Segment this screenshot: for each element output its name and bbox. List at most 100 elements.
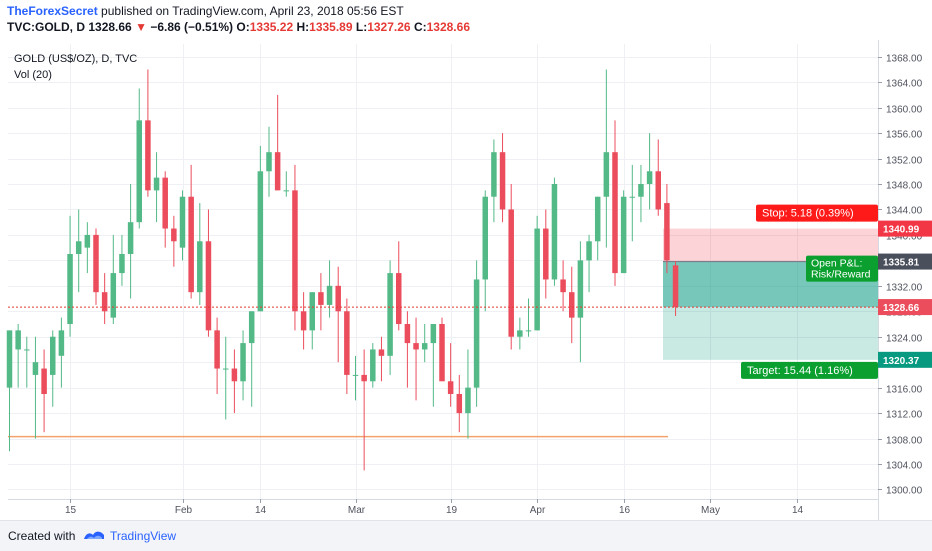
price-axis[interactable]: 1300.00 1304.00 1308.00 1312.00 1316.00 1320.… [878, 54, 923, 497]
legend-volume: Vol (20) [14, 69, 52, 81]
candle-body-down [404, 324, 411, 344]
candle-body-up [179, 196, 186, 248]
last-price: 1328.66 [88, 20, 132, 34]
legend-title: GOLD (US$/OZ), D, TVC [14, 53, 138, 65]
candles [6, 69, 679, 471]
candle-body-up [283, 190, 290, 192]
candle-body-down [664, 203, 670, 261]
candle-body-up [24, 349, 30, 351]
candle-body-up [551, 184, 558, 280]
target-zone[interactable] [663, 307, 878, 360]
candle-body-up [50, 336, 56, 375]
price-tick-label: 1340.00 [886, 232, 923, 243]
time-tick-label: 16 [619, 505, 631, 516]
chart-panel[interactable]: 1300.00 1304.00 1308.00 1312.00 1316.00 1320.… [0, 40, 932, 520]
price-tick-label: 1356.00 [886, 130, 923, 141]
open-value: 1335.22 [249, 20, 294, 34]
candle-body-down [344, 311, 350, 375]
published-text: published on TradingView.com, April 23, … [101, 4, 404, 18]
candle-body-down [378, 349, 385, 356]
price-tick-label: 1308.00 [886, 436, 923, 447]
candle-body-up [473, 279, 480, 388]
chart-header: TheForexSecret published on TradingView.… [0, 0, 932, 40]
position-tool[interactable] [663, 228, 878, 360]
tradingview-logo-icon[interactable] [82, 527, 106, 548]
candle-body-down [231, 368, 238, 382]
candle-body-up [491, 152, 497, 197]
price-tick-label: 1304.00 [886, 461, 923, 472]
candle-body-up [223, 368, 229, 370]
symbol-label: TVC:GOLD, D [7, 20, 85, 34]
pnl-label-bg [806, 255, 878, 282]
candle-body-up [6, 330, 13, 388]
candle-body-up [84, 234, 91, 248]
entry-price-tag-bg [878, 253, 932, 270]
stop-price-tag: 1340.99 [883, 225, 920, 236]
candle-body-down [361, 374, 367, 382]
candle-body-up [430, 324, 437, 344]
target-price-tag-bg [878, 351, 932, 368]
time-tick-label: 14 [792, 505, 804, 516]
candle-body-up [266, 152, 272, 172]
time-tick-label: Feb [175, 505, 193, 516]
price-tick-label: 1352.00 [886, 156, 923, 167]
candle-body-up [326, 285, 333, 305]
price-tick-label: 1344.00 [886, 206, 923, 217]
time-axis[interactable]: 15 Feb 14 Mar 19 Apr 16 May 14 [65, 499, 804, 516]
time-tick-label: 19 [446, 505, 458, 516]
position-labels: 1340.99 1335.81 1328.66 1320.37 Stop: 5.18 (… [741, 204, 932, 379]
candle-body-up [638, 184, 644, 197]
candle-body-up [620, 196, 627, 274]
high-label: H: [296, 20, 310, 34]
candle-body-down [560, 279, 566, 293]
candle-body-up [197, 241, 203, 293]
candle-body-down [41, 368, 47, 394]
candle-body-up [257, 171, 264, 312]
candle-body-down [413, 343, 419, 350]
candle-body-up [534, 228, 540, 331]
candle-body-down [508, 209, 514, 337]
candle-body-up [15, 330, 21, 350]
candle-body-up [67, 254, 73, 324]
time-tick-label: Apr [530, 505, 546, 516]
candle-body-up [153, 177, 160, 191]
candle-body-down [205, 241, 212, 331]
candle-body-up [525, 330, 532, 332]
price-tick-label: 1348.00 [886, 181, 923, 192]
price-tick-label: 1300.00 [886, 486, 923, 497]
ohlc-line: TVC:GOLD, D 1328.66 ▼ −6.86 (−0.51%) O:1… [7, 20, 470, 34]
candle-body-down [300, 311, 307, 331]
price-tick-label: 1368.00 [886, 54, 923, 65]
footer-bar: Created with TradingView [0, 520, 932, 551]
price-tick-label: 1364.00 [886, 79, 923, 90]
author-link[interactable]: TheForexSecret [7, 4, 98, 18]
price-chart[interactable]: 1300.00 1304.00 1308.00 1312.00 1316.00 1320.… [0, 40, 932, 520]
candle-body-down [499, 152, 506, 210]
candle-body-down [672, 265, 679, 308]
pnl-label-line1: Open P&L: [811, 258, 862, 270]
candle-body-down [439, 324, 445, 382]
candle-body-up [119, 254, 125, 274]
price-tick-label: 1332.00 [886, 283, 923, 294]
time-tick-label: 15 [65, 505, 77, 516]
tradingview-brand-link[interactable]: TradingView [110, 529, 177, 543]
candle-body-up [421, 343, 428, 350]
created-with-text: Created with [8, 529, 76, 543]
low-label: L: [355, 20, 368, 34]
current-price-tag-bg [878, 299, 932, 316]
candle-body-down [274, 152, 281, 191]
candle-body-down [543, 228, 549, 280]
price-change: −6.86 (−0.51%) [150, 20, 234, 34]
candle-body-down [101, 292, 108, 312]
close-value: 1328.66 [426, 20, 470, 34]
candle-body-up [370, 349, 376, 382]
candle-body-down [655, 171, 661, 210]
candle-body-down [396, 273, 402, 324]
candle-body-up [240, 343, 246, 382]
candle-body-up [629, 196, 636, 198]
candle-body-down [188, 196, 194, 293]
open-label: O: [236, 20, 250, 34]
time-tick-label: 14 [255, 505, 267, 516]
publish-line: TheForexSecret published on TradingView.… [7, 4, 404, 18]
target-label: Target: 15.44 (1.16%) [747, 365, 853, 377]
